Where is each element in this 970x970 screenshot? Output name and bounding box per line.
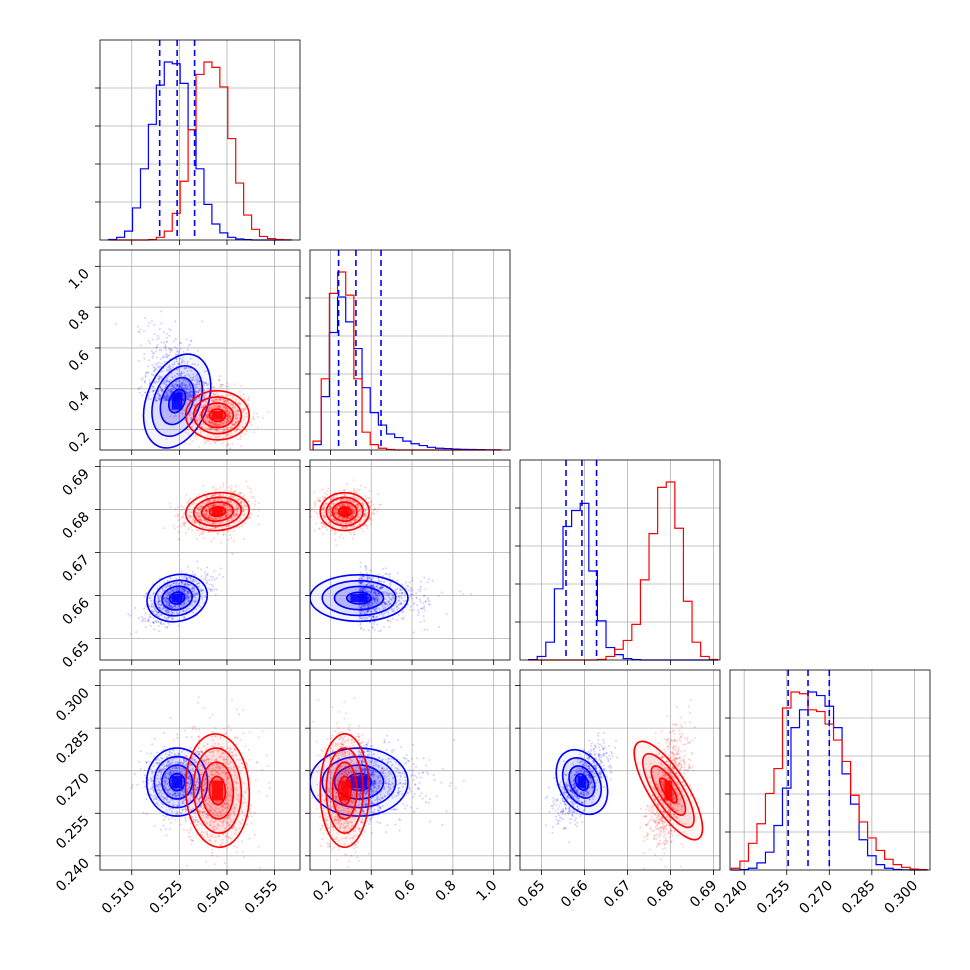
contour-red <box>641 752 695 829</box>
pair-panel-3-2 <box>305 459 511 665</box>
contour-red <box>337 775 352 806</box>
contour-red <box>650 765 687 816</box>
pair-panel-4-3: 0.65 0.66 0.67 0.68 0.69 <box>515 669 721 911</box>
x-tick-label: 0.68 <box>644 878 677 911</box>
contour-red <box>659 777 678 804</box>
contour-red <box>200 761 235 820</box>
y-tick-label: 0.65 <box>59 638 92 671</box>
histogram-blue-series <box>312 296 502 451</box>
y-tick-label: 1.0 <box>66 266 93 293</box>
contour-blue <box>333 585 385 611</box>
histogram-red-series <box>528 481 719 661</box>
x-tick-label: 0.240 <box>711 878 751 918</box>
y-tick-label: 0.68 <box>59 509 92 542</box>
contour-red <box>200 501 235 522</box>
contour-red <box>331 761 358 820</box>
y-tick-label: 0.255 <box>53 813 93 853</box>
y-tick-label: 0.69 <box>59 466 92 499</box>
contour-blue <box>168 591 186 605</box>
x-tick-label: 0.300 <box>882 878 922 918</box>
x-tick-label: 0.2 <box>310 878 337 905</box>
contour-blue <box>555 749 609 816</box>
marginal-histogram-3 <box>515 459 721 665</box>
histogram-red-series <box>312 271 501 451</box>
contour-blue <box>161 585 194 611</box>
y-tick-label: 0.2 <box>66 429 93 456</box>
contour-blue <box>159 376 195 426</box>
histogram-blue-series <box>731 691 928 871</box>
histogram-blue-series <box>108 61 292 241</box>
contour-red <box>208 408 227 423</box>
y-tick-label: 0.4 <box>66 388 93 415</box>
y-tick-label: 0.240 <box>53 855 93 895</box>
contour-blue <box>321 755 397 809</box>
y-tick-label: 0.270 <box>53 770 93 810</box>
contour-red <box>319 491 370 532</box>
x-tick-label: 0.6 <box>392 877 419 904</box>
contour-blue <box>310 574 409 623</box>
pair-panel-4-2: 0.2 0.4 0.6 0.8 1.0 <box>305 669 511 905</box>
x-tick-label: 0.66 <box>558 877 591 910</box>
contour-red <box>633 740 704 841</box>
contour-red <box>192 747 243 834</box>
y-tick-label: 0.67 <box>59 552 92 585</box>
pair-panel-2-1: 0.2 0.4 0.6 0.8 1.0 <box>66 249 301 456</box>
y-tick-label: 0.6 <box>66 347 93 374</box>
contour-blue <box>145 747 209 817</box>
x-tick-label: 0.510 <box>99 878 139 918</box>
contour-blue <box>153 579 201 617</box>
contour-blue <box>161 764 194 800</box>
marginal-histogram-4: 0.240 0.255 0.270 0.285 0.300 <box>711 669 931 918</box>
contour-red <box>184 390 251 441</box>
contour-red <box>184 733 251 849</box>
contour-blue <box>574 773 590 791</box>
contour-blue <box>321 579 397 617</box>
x-tick-label: 0.540 <box>194 878 234 918</box>
x-tick-label: 0.65 <box>515 878 548 911</box>
histogram-red-series <box>108 61 292 241</box>
x-tick-label: 0.285 <box>839 878 879 918</box>
y-tick-label: 0.8 <box>66 307 93 334</box>
x-tick-label: 1.0 <box>473 878 500 905</box>
x-tick-label: 0.8 <box>433 878 460 905</box>
contour-red <box>192 396 243 435</box>
contour-red <box>337 506 352 518</box>
contour-red <box>184 491 250 532</box>
contour-red <box>325 747 364 834</box>
contour-blue <box>146 573 209 623</box>
contour-red <box>200 402 235 429</box>
scatter-points-red <box>310 479 383 547</box>
marginal-histogram-1 <box>95 39 301 245</box>
y-tick-label: 0.285 <box>53 728 93 768</box>
contour-blue <box>345 591 373 605</box>
x-tick-label: 0.555 <box>242 878 282 918</box>
contour-red <box>331 501 358 522</box>
contour-red <box>208 775 227 806</box>
pair-panel-4-1: 0.510 0.525 0.540 0.555 0.2400.2550.2700.285… <box>53 669 301 918</box>
y-tick-label: 0.300 <box>53 685 93 725</box>
histogram-blue-series <box>528 502 718 661</box>
pair-panel-3-1: 0.65 0.66 0.67 0.68 0.69 <box>59 459 301 671</box>
contour-red <box>325 496 364 527</box>
x-tick-label: 0.67 <box>601 878 634 911</box>
contour-blue <box>167 388 187 414</box>
x-tick-label: 0.525 <box>147 878 187 918</box>
contour-blue <box>561 757 603 808</box>
contour-red <box>319 733 370 849</box>
contour-blue <box>151 365 204 438</box>
contour-blue <box>568 765 596 799</box>
contour-blue <box>153 755 201 809</box>
contour-red <box>208 506 227 518</box>
contour-blue <box>142 353 212 449</box>
x-tick-label: 0.4 <box>351 877 378 904</box>
x-tick-label: 0.255 <box>754 878 794 918</box>
marginal-histogram-2 <box>305 249 511 455</box>
x-tick-label: 0.270 <box>796 878 836 918</box>
contour-blue <box>168 772 186 792</box>
contour-red <box>192 496 243 527</box>
y-tick-label: 0.66 <box>59 595 92 628</box>
